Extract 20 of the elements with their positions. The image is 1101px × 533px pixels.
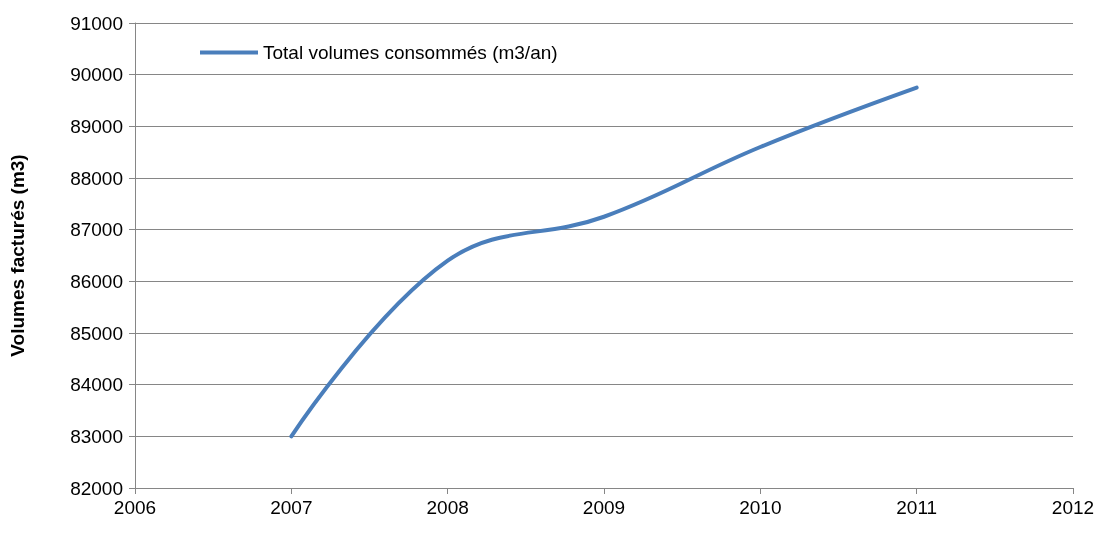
x-tick-label: 2008 — [426, 497, 469, 518]
y-tick-label: 85000 — [70, 322, 123, 344]
line-series — [289, 85, 919, 439]
y-tick-label: 90000 — [70, 64, 123, 86]
y-tick-label: 83000 — [70, 425, 123, 447]
y-tick-label: 88000 — [70, 167, 123, 189]
y-tick-label: 87000 — [70, 219, 123, 241]
y-tick-label: 86000 — [70, 270, 123, 292]
x-tick-label: 2011 — [896, 497, 938, 518]
x-tick-label: 2007 — [270, 497, 313, 518]
x-tick-label: 2006 — [113, 497, 157, 518]
y-tick-label: 82000 — [70, 477, 123, 499]
y-tick-label: 84000 — [70, 374, 123, 396]
x-tick-label: 2009 — [582, 497, 626, 518]
y-tick-label: 91000 — [70, 12, 123, 34]
y-axis-title: Volumes facturés (m3) — [7, 154, 28, 357]
legend-label: Total volumes consommés (m3/an) — [263, 42, 558, 63]
x-tick-label: 2012 — [1051, 497, 1095, 518]
y-tick-label: 89000 — [70, 115, 123, 137]
x-tick-label: 2010 — [739, 497, 782, 518]
